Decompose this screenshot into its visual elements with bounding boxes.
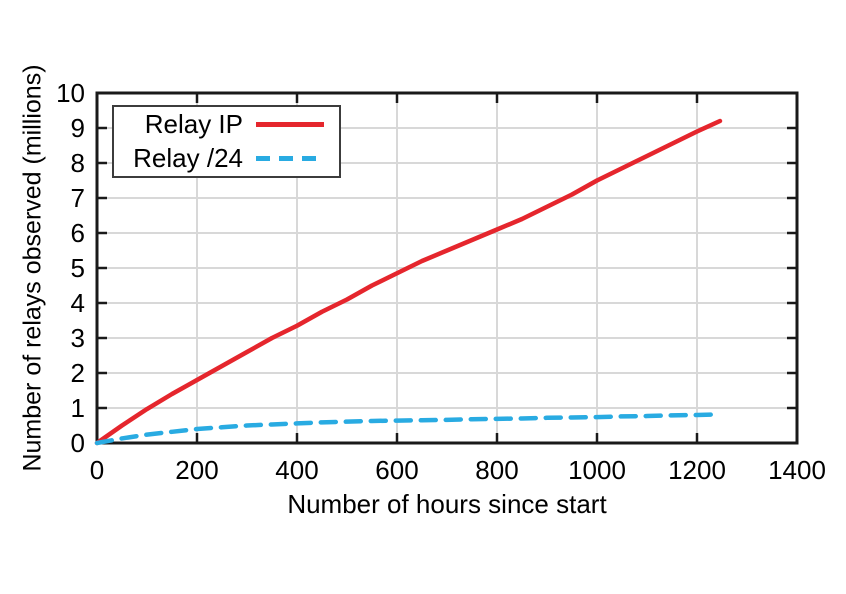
series-line-relay-24 (94, 412, 723, 446)
x-tick-label: 1000 (568, 455, 626, 485)
y-tick-label: 4 (71, 288, 85, 318)
x-tick-label: 200 (175, 455, 218, 485)
y-tick-label: 8 (71, 148, 85, 178)
y-tick-label: 7 (71, 183, 85, 213)
plot-border (95, 91, 799, 445)
y-tick-label: 10 (56, 78, 85, 108)
x-tick-label: 400 (275, 455, 318, 485)
legend: Relay IP Relay /24 (112, 105, 341, 178)
legend-item-relay-ip: Relay IP (114, 107, 339, 141)
x-tick-label: 600 (375, 455, 418, 485)
y-tick-label: 3 (71, 323, 85, 353)
x-tick-label: 0 (90, 455, 104, 485)
legend-label-relay-24: Relay /24 (133, 143, 243, 174)
relay-24-line-swatch (256, 156, 324, 162)
x-tick-label: 1200 (668, 455, 726, 485)
y-tick-label: 2 (71, 358, 85, 388)
x-axis-title: Number of hours since start (287, 489, 607, 519)
y-tick-label: 1 (71, 393, 85, 423)
x-tick-label: 800 (475, 455, 518, 485)
y-tick-label: 0 (71, 428, 85, 458)
legend-item-relay-24: Relay /24 (114, 142, 339, 176)
y-tick-label: 6 (71, 218, 85, 248)
legend-label-relay-ip: Relay IP (144, 108, 243, 139)
series-line-relay-ip (94, 118, 723, 446)
y-tick-label: 5 (71, 253, 85, 283)
y-axis-title: Number of relays observed (millions) (18, 64, 47, 472)
relay-ip-line-swatch (256, 121, 324, 127)
y-tick-label: 9 (71, 113, 85, 143)
x-tick-label: 1400 (768, 455, 826, 485)
